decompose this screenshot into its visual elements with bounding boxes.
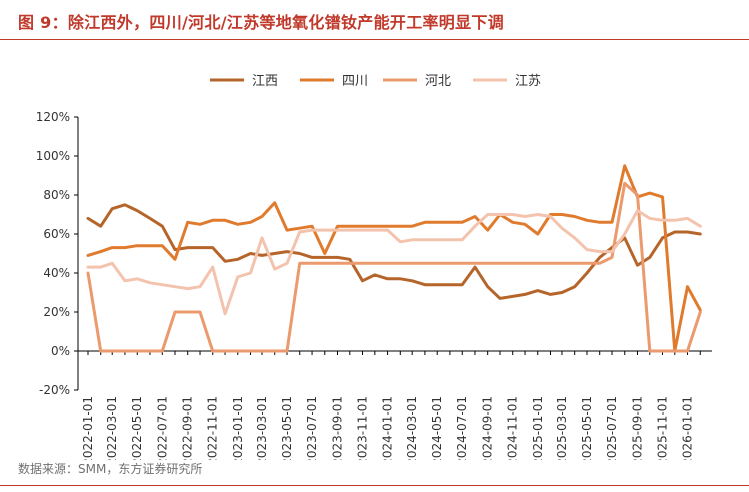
- y-tick-label: 100%: [36, 149, 70, 163]
- x-tick-label: 2024-01-01: [381, 396, 395, 460]
- x-tick-label: 2023-09-01: [330, 396, 344, 460]
- x-tick-label: 2022-09-01: [181, 396, 195, 460]
- legend-label: 四川: [342, 74, 368, 89]
- title-divider: [0, 39, 749, 40]
- axes: -20% 0% 20% 40% 60% 80% 100% 120% 2022-01-01 2022…: [36, 110, 712, 460]
- legend-label: 江苏: [515, 73, 541, 89]
- y-tick-label: 80%: [43, 188, 70, 202]
- series-layer: [86, 164, 702, 353]
- title-bar: 图 9：除江西外，四川/河北/江苏等地氧化镨钕产能开工率明显下调: [0, 0, 749, 40]
- legend: 江西 四川 河北 江苏: [210, 73, 541, 89]
- x-tick-label: 2022-07-01: [155, 396, 169, 460]
- x-tick-label: 2022-03-01: [105, 396, 119, 460]
- x-tick-label: 2023-07-01: [305, 396, 319, 460]
- y-tick-label: 60%: [43, 227, 70, 241]
- x-tick-label: 2025-07-01: [605, 396, 619, 460]
- y-tick-label: 40%: [43, 266, 70, 280]
- x-tick-label: 2025-01-01: [531, 396, 545, 460]
- bottom-divider: [0, 485, 749, 486]
- series-line-1: [86, 203, 702, 300]
- x-tick-label: 2023-01-01: [231, 396, 245, 460]
- x-tick-label: 2022-05-01: [130, 396, 144, 460]
- y-tick-label: 0%: [51, 344, 70, 358]
- x-tick-label: 2023-05-01: [280, 396, 294, 460]
- x-tick-label: 2026-01-01: [681, 396, 695, 460]
- x-tick-label: 2025-03-01: [555, 396, 569, 460]
- x-tick-label: 2024-05-01: [430, 396, 444, 460]
- series-line-4: [86, 209, 702, 316]
- chart-title: 图 9：除江西外，四川/河北/江苏等地氧化镨钕产能开工率明显下调: [18, 13, 504, 32]
- y-tick-label: 120%: [36, 110, 70, 124]
- x-tick-label: 2024-11-01: [506, 396, 520, 460]
- x-tick-label: 2024-09-01: [481, 396, 495, 460]
- legend-label: 河北: [425, 74, 451, 89]
- x-tick-label: 2023-11-01: [356, 396, 370, 460]
- y-tick-label: -20%: [39, 383, 70, 397]
- legend-label: 江西: [252, 74, 278, 89]
- data-source: 数据来源：SMM，东方证券研究所: [18, 462, 203, 476]
- x-tick-label: 2025-09-01: [630, 396, 644, 460]
- series-line-3: [86, 181, 702, 353]
- x-tick-label: 2023-03-01: [255, 396, 269, 460]
- y-tick-label: 20%: [43, 305, 70, 319]
- x-tick-label: 2024-03-01: [405, 396, 419, 460]
- x-tick-label: 2024-07-01: [455, 396, 469, 460]
- line-chart: 江西 四川 河北 江苏 -20% 0% 20% 40% 60% 80% 100% 120% 2022-…: [36, 73, 712, 460]
- series-line-2: [86, 164, 702, 353]
- x-tick-label: 2025-11-01: [656, 396, 670, 460]
- x-tick-label: 2025-05-01: [580, 396, 594, 460]
- x-tick-label: 2022-01-01: [81, 396, 95, 460]
- x-tick-label: 2022-11-01: [206, 396, 220, 460]
